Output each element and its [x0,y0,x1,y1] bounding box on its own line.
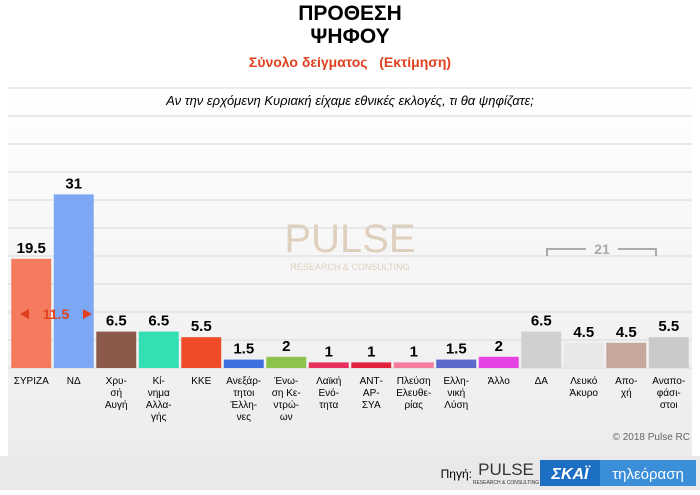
value-label: 1 [410,343,418,360]
value-label: 2 [282,338,290,355]
chart-title: ΨΗΦΟΥ [310,25,389,48]
bar [521,331,562,368]
channel-suffix-box [600,460,696,486]
x-tick-label: ρίας [404,399,423,411]
bracket [546,248,657,256]
x-tick-label: Άκυρο [570,388,599,399]
x-tick-label: ΑΝΤ- [360,376,383,387]
x-tick-label: Αναπο- [652,376,685,387]
x-tick-label: νική [447,387,465,399]
watermark: PULSE RESEARCH & CONSULTING [284,217,415,272]
x-tick-label: ΔΑ [535,376,549,387]
value-label: 4.5 [573,324,594,341]
value-label: 4.5 [616,324,637,341]
x-tick-label: νημα [148,388,170,399]
x-tick-label: Άλλο [488,376,511,387]
value-label: 6.5 [106,313,127,330]
x-tick-label: φάσι- [657,387,681,399]
x-tick-label: ΑΡ- [363,388,380,399]
channel-box [540,460,600,486]
bar [96,331,137,368]
x-tick-label: Ελλη- [443,376,469,387]
x-tick-label: Χρυ- [106,376,127,387]
x-tick-label: Ελευθε- [396,388,431,399]
value-label: 6.5 [148,313,169,330]
chart-title: ΠΡΟΘΕΣΗ [298,2,402,25]
x-tick-label: νες [237,412,251,423]
difference-arrows [20,309,92,319]
grid [8,87,692,369]
bar [436,359,477,368]
value-label: 19.5 [17,240,46,257]
bar [393,362,434,368]
x-tick-label: τητα [319,400,338,411]
value-label: 5.5 [191,318,212,335]
watermark-text: RESEARCH & CONSULTING [290,262,409,272]
x-tick-label: Λαϊκή [316,375,341,387]
bar [351,362,392,368]
value-label: 31 [65,175,82,192]
copyright: © 2018 Pulse RC [613,432,690,443]
x-tick-label: Λύση [444,399,468,411]
bar [308,362,349,368]
x-tick-label: Έλλη- [229,400,257,411]
x-tick-label: Αλλα- [146,400,172,411]
bar [606,342,647,368]
x-tick-label: ση Κε- [272,388,301,399]
watermark-text: PULSE [284,217,415,261]
bar [563,342,604,368]
x-tick-label: Αυγή [105,399,128,411]
bar [266,356,307,368]
x-tick-label: ΝΔ [67,376,81,387]
channel: ΣΚΑΪ [551,465,592,483]
x-tick-label: Ενό- [318,387,339,399]
bar [223,359,264,368]
x-tick-label: ων [280,412,293,423]
bar [648,337,689,368]
x-tick-label: στοι [660,400,678,411]
channel-suffix: τηλεόραση [612,466,684,483]
bracket-annotation: 21 [594,241,610,257]
difference-annotation: 11.5 [43,306,70,322]
x-tick-label: ΣΥΑ [362,400,381,411]
bar [138,331,179,368]
x-tick-label: ΣΥΡΙΖΑ [14,376,49,387]
bars [11,194,689,368]
question: Αν την ερχόμενη Κυριακή είχαμε εθνικές ε… [165,93,534,108]
source-label: Πηγή: [441,467,472,481]
x-tick-label: τητοι [233,388,254,399]
x-tick-label: σή [110,387,122,399]
bar [478,356,519,368]
value-label: 1.5 [446,341,467,358]
plot-area [8,86,692,456]
subtitle: Σύνολο δείγματος (Εκτίμηση) [249,54,451,70]
value-label: 1 [367,343,375,360]
x-tick-label: χή [621,387,632,399]
logo-subtitle: RESEARCH & CONSULTING [473,480,539,486]
x-tick-label: Λευκό [570,375,597,387]
value-label: 5.5 [658,318,679,335]
x-tick-label: ΚΚΕ [191,376,211,387]
x-tick-label: Κί- [153,375,165,387]
bar [53,194,94,368]
value-label: 2 [495,338,503,355]
x-tick-label: Ένω- [273,376,298,387]
x-tick-label: ντρώ- [273,399,299,411]
bar [181,337,222,368]
x-tick-label: Πλεύση [397,375,431,387]
x-tick-label: γής [151,411,167,423]
bar [11,258,52,368]
value-label: 1.5 [233,341,254,358]
value-label: 1 [325,343,333,360]
x-tick-label: Απο- [615,376,637,387]
value-label: 6.5 [531,313,552,330]
logo: PULSE [478,460,534,479]
x-tick-label: Ανεξάρ- [226,375,261,387]
